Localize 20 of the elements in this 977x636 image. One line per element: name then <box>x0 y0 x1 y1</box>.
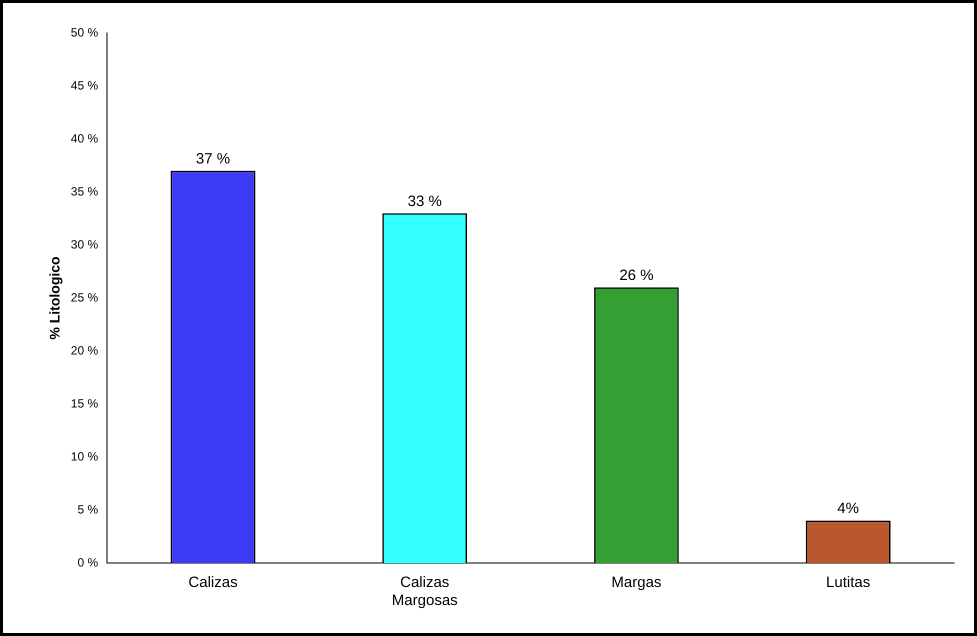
data-label: 4% <box>837 500 859 518</box>
y-tick-label: 15 % <box>70 396 98 410</box>
data-label: 37 % <box>196 150 230 168</box>
y-tick-label: 45 % <box>70 78 98 92</box>
x-tick-label: Calizas Margosas <box>392 574 458 610</box>
x-tick-label: Margas <box>611 574 662 592</box>
y-tick-label: 50 % <box>70 25 98 40</box>
y-tick-label: 40 % <box>70 131 98 146</box>
y-tick-label: 10 % <box>70 449 98 464</box>
y-tick-label: 35 % <box>70 184 98 198</box>
y-tick-label: 30 % <box>70 237 98 252</box>
y-tick-label: 25 % <box>70 290 98 304</box>
y-tick-label: 5 % <box>77 502 98 516</box>
x-tick-label: Lutitas <box>826 574 870 592</box>
data-label: 26 % <box>619 267 654 284</box>
data-label: 33 % <box>408 192 442 210</box>
y-axis-title: % Litologico <box>46 256 62 340</box>
x-tick-label: Calizas <box>188 574 238 592</box>
y-tick-label: 20 % <box>70 343 98 358</box>
y-tick-label: 0 % <box>77 555 98 570</box>
